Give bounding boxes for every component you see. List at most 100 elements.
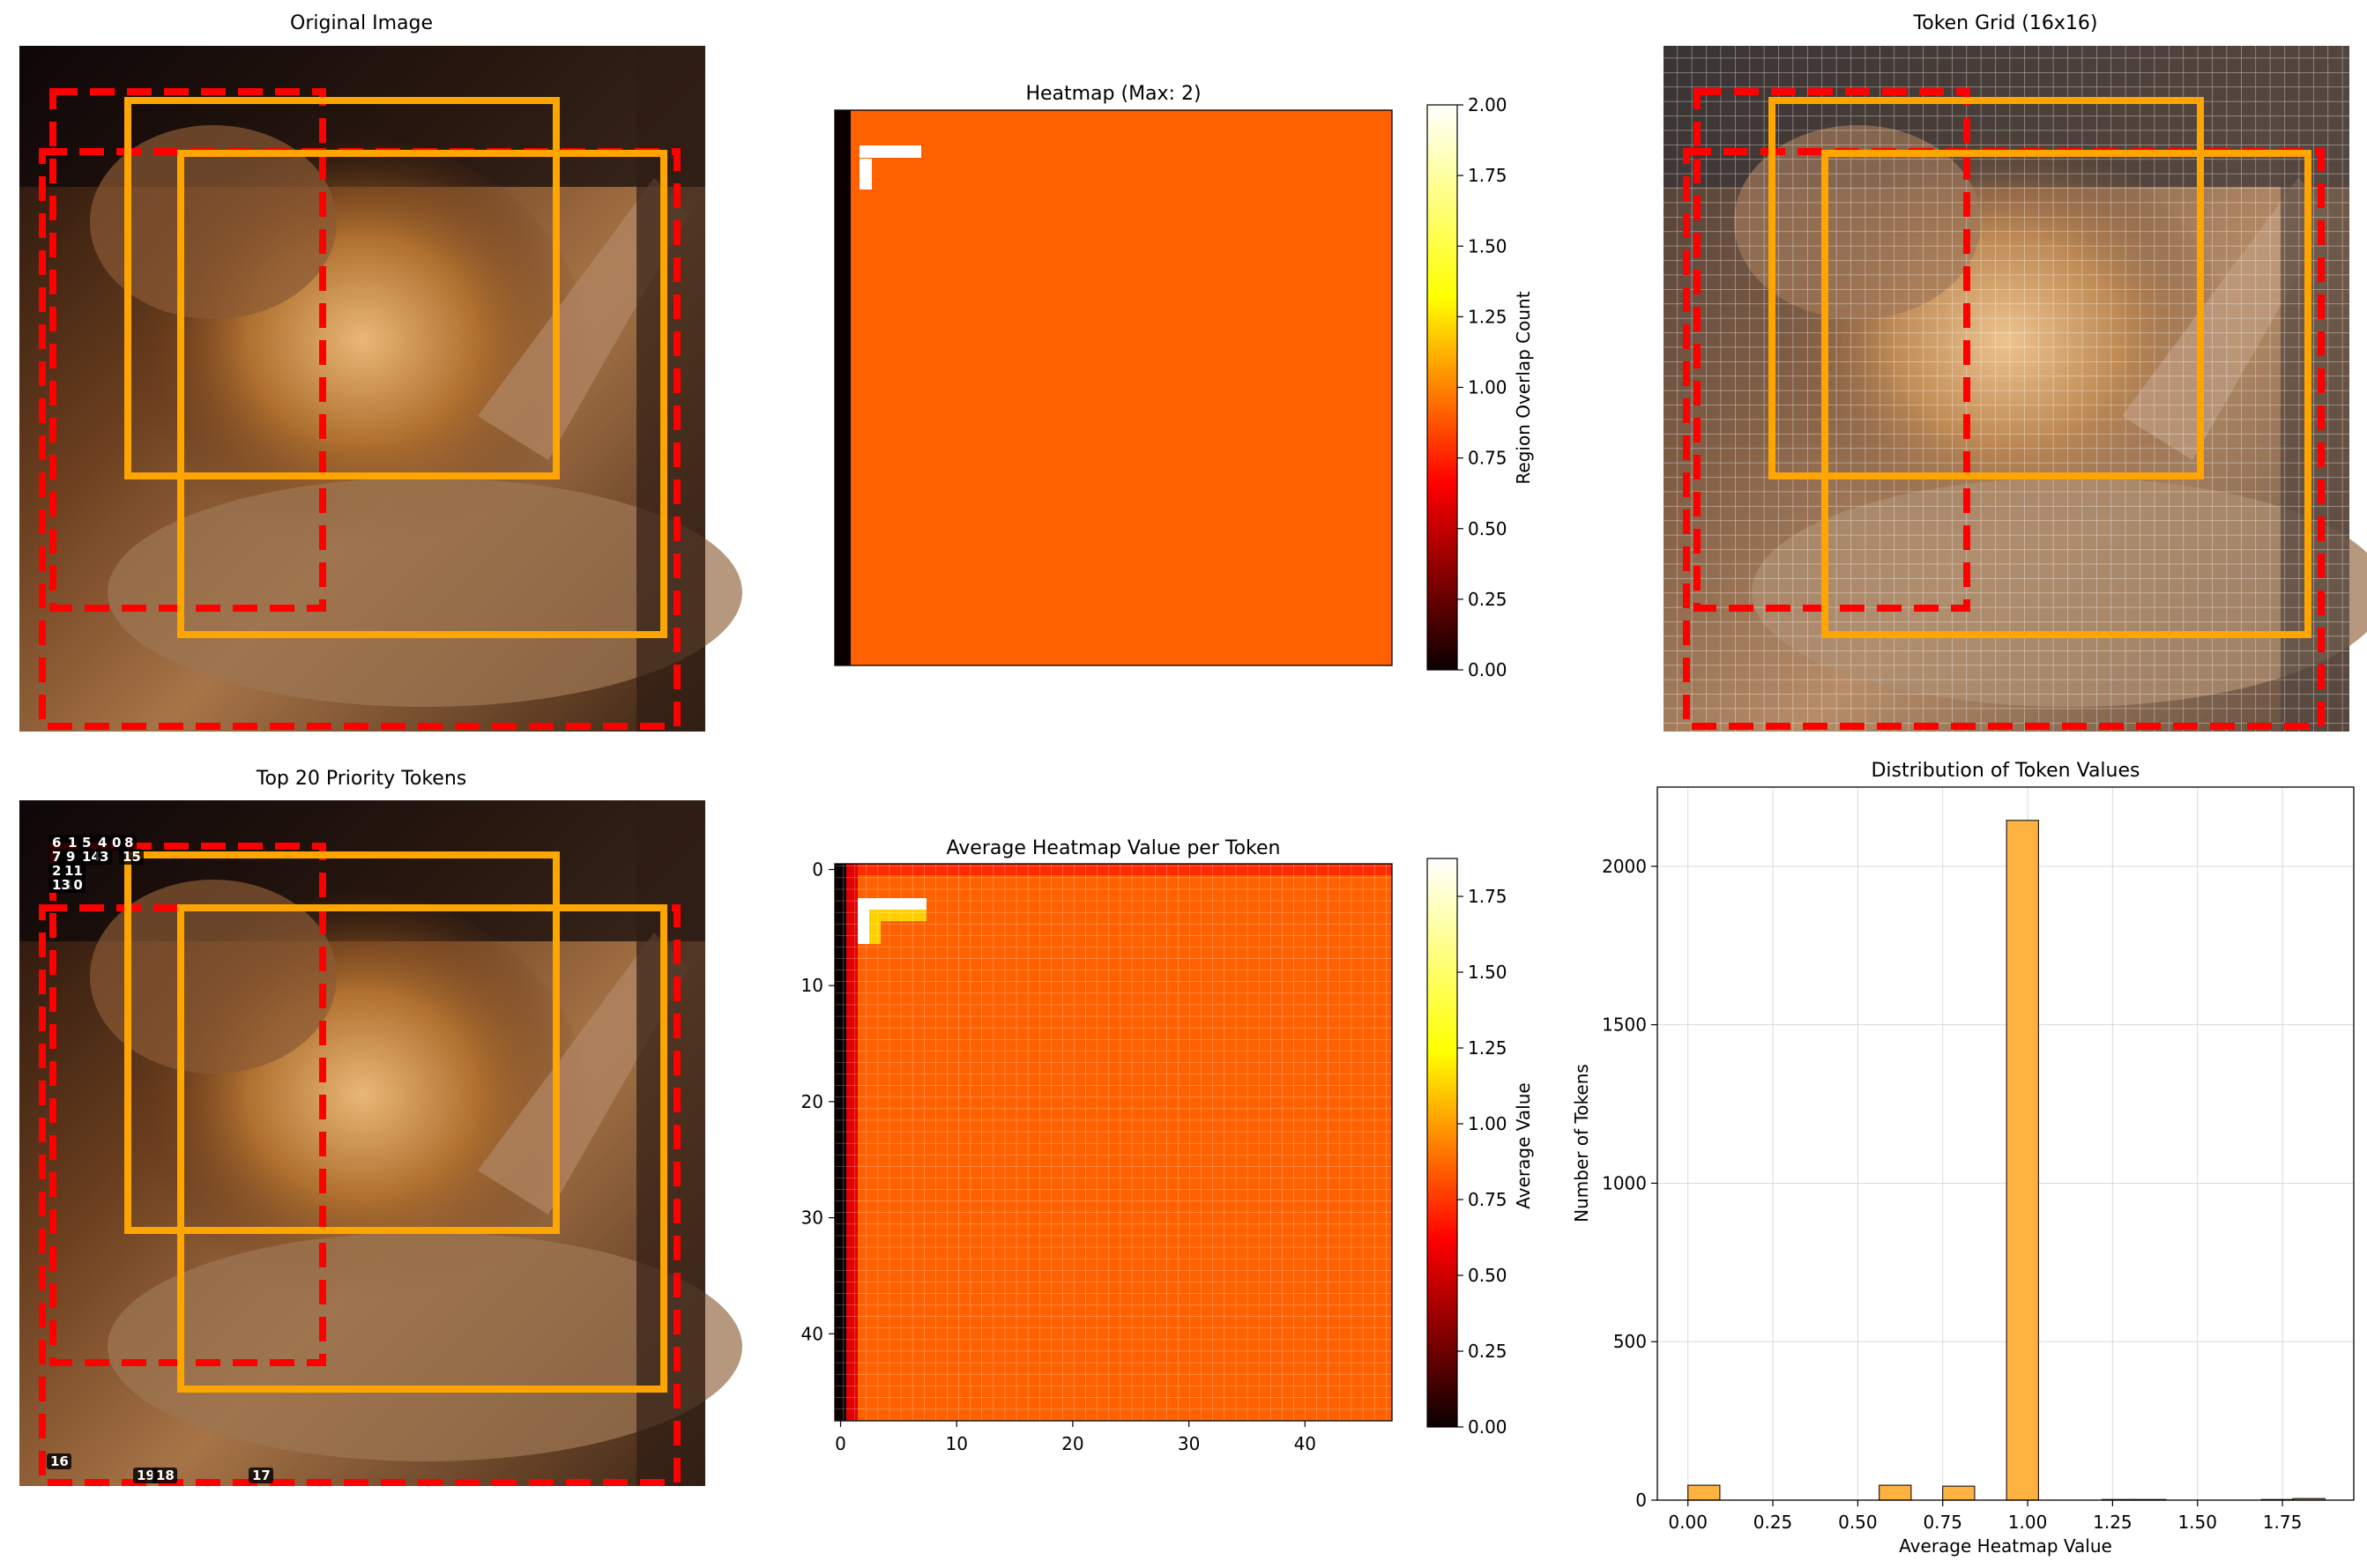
histogram-y-tick-label: 2000 (1602, 856, 1647, 877)
panel-histogram: Distribution of Token Values 0.00 0.25 0.5… (1571, 760, 2355, 1557)
average-colorbar-tick-label: 0.00 (1468, 1416, 1507, 1438)
region-boxes-original (39, 88, 681, 730)
average-colorbar-tick-label: 1.00 (1468, 1113, 1507, 1134)
region-boxes-token-grid (1683, 88, 2325, 730)
histogram-y-tick-label: 500 (1613, 1331, 1647, 1352)
histogram-x-tick-label: 0.75 (1923, 1512, 1962, 1533)
histogram-bar (2006, 820, 2039, 1501)
histogram-x-tick-label: 0.50 (1838, 1512, 1878, 1533)
red-region-box (49, 88, 326, 612)
priority-token-label: 1 (68, 835, 77, 851)
heatmap-frame (834, 109, 1393, 666)
priority-token-label: 13 (52, 877, 71, 893)
priority-token-label: 5 (82, 835, 91, 851)
priority-token-label: 7 (52, 849, 61, 865)
priority-token-label: 16 (50, 1453, 69, 1469)
average-colorbar (1426, 858, 1458, 1428)
histogram-y-tick-label: 0 (1635, 1490, 1647, 1511)
average-x-tick-label: 20 (1061, 1433, 1083, 1454)
red-region-box (1693, 88, 1970, 612)
priority-token-badge (48, 877, 73, 893)
histogram-xlabel: Average Heatmap Value (1899, 1535, 2112, 1557)
average-x-tick-label: 30 (1178, 1433, 1200, 1454)
priority-token-label: 15 (123, 849, 141, 865)
priority-token-label: 19 (137, 1468, 155, 1483)
histogram-bar (1942, 1485, 1976, 1501)
average-colorbar-tick-label: 1.25 (1468, 1037, 1507, 1059)
histogram-x-tick-label: 0.00 (1668, 1512, 1708, 1533)
heatmap-colorbar-tick-label: 1.50 (1468, 235, 1507, 256)
panel-token-grid: Token Grid (16x16) (1664, 12, 2367, 732)
histogram-gridlines (1657, 787, 2354, 1501)
average-heatmap-frame (834, 863, 1393, 1422)
panel-average-heatmap: Average Heatmap Value per Token 0 10 20 30 4… (801, 837, 1534, 1454)
heatmap-colorbar-ticks: 0.00 0.25 0.50 0.75 1.00 1.25 1.50 1.75 2.00 (1457, 94, 1507, 680)
priority-token-badge (48, 863, 64, 879)
average-heatmap-axis-ticks: 0 10 20 30 40 0 10 20 30 40 (801, 859, 1316, 1455)
priority-token-badge (108, 835, 124, 851)
average-y-tick-label: 0 (812, 859, 823, 881)
heatmap-zero-strip (835, 110, 851, 665)
priority-token-badge (48, 849, 64, 865)
priority-token-badge (48, 835, 64, 851)
panel-heatmap: Heatmap (Max: 2) 0.00 0.25 0.50 0.75 1.00 1.2… (834, 83, 1534, 680)
average-y-tick-label: 30 (801, 1208, 823, 1229)
histogram-bars (1687, 820, 2326, 1501)
average-colorbar-tick-label: 1.75 (1468, 886, 1507, 907)
priority-token-label: 2 (52, 863, 61, 879)
panel-priority-tokens: Top 20 Priority Tokens 6 1 5 4 0 87 9 14 3 152 111… (19, 768, 742, 1486)
histogram-x-tick-label: 1.50 (2177, 1512, 2217, 1533)
average-colorbar-tick-label: 0.75 (1468, 1189, 1507, 1210)
heatmap-overlap-cell (860, 145, 921, 158)
heatmap-colorbar (1426, 104, 1458, 671)
panel-title-average: Average Heatmap Value per Token (947, 837, 1281, 859)
histogram-ylabel: Number of Tokens (1571, 1064, 1592, 1222)
priority-token-labels: 615408791431521112101316191817 (47, 835, 273, 1483)
priority-token-label: 11 (64, 863, 83, 879)
priority-token-label: 8 (124, 835, 133, 851)
heatmap-colorbar-tick-label: 0.75 (1468, 448, 1507, 469)
priority-token-label: 18 (156, 1468, 175, 1483)
priority-token-badge (61, 863, 86, 879)
average-x-tick-label: 40 (1294, 1433, 1316, 1454)
orange-region-box (124, 851, 560, 1234)
priority-token-badge (96, 849, 112, 865)
heatmap-overlap-cell (860, 159, 872, 189)
histogram-axis-ticks: 0.00 0.25 0.50 0.75 1.00 1.25 1.50 1.75 0 500 1000… (1602, 856, 2302, 1533)
heatmap-colorbar-tick-label: 0.25 (1468, 589, 1507, 610)
panel-title-original: Original Image (290, 12, 433, 34)
priority-token-badge (63, 849, 78, 865)
average-x-tick-label: 0 (835, 1433, 846, 1454)
histogram-y-tick-label: 1000 (1602, 1172, 1647, 1193)
priority-token-label: 17 (252, 1468, 271, 1483)
average-colorbar-tick-label: 1.50 (1468, 962, 1507, 983)
orange-region-box (1821, 150, 2311, 638)
average-x-tick-label: 10 (945, 1433, 967, 1454)
histogram-bar (1879, 1484, 1912, 1501)
orange-region-box (177, 904, 667, 1393)
average-y-tick-label: 10 (801, 975, 823, 996)
priority-token-label: 14 (82, 849, 100, 865)
orange-region-box (124, 97, 560, 479)
priority-token-label: 9 (66, 849, 75, 865)
histogram-x-tick-label: 1.25 (2093, 1512, 2133, 1533)
priority-token-badge (133, 1468, 158, 1483)
red-region-box (49, 843, 326, 1366)
priority-token-badge (249, 1468, 273, 1483)
heatmap-colorbar-tick-label: 0.50 (1468, 518, 1507, 539)
priority-token-label: 4 (98, 835, 107, 851)
heatmap-colorbar-tick-label: 0.00 (1468, 659, 1507, 680)
average-y-tick-label: 20 (801, 1091, 823, 1112)
priority-token-badge (94, 835, 110, 851)
token-grid-lines (1664, 46, 2349, 732)
priority-token-label: 6 (52, 835, 61, 851)
heatmap-colorbar-tick-label: 1.00 (1468, 377, 1507, 398)
heatmap-colorbar-tick-label: 2.00 (1468, 94, 1507, 115)
average-colorbar-tick-label: 0.50 (1468, 1265, 1507, 1286)
panel-title-heatmap: Heatmap (Max: 2) (1025, 83, 1201, 105)
orange-region-box (1768, 97, 2204, 479)
panel-title-priority: Top 20 Priority Tokens (256, 768, 466, 790)
histogram-bar (1687, 1484, 1721, 1501)
panel-title-token-grid: Token Grid (16x16) (1913, 12, 2098, 34)
